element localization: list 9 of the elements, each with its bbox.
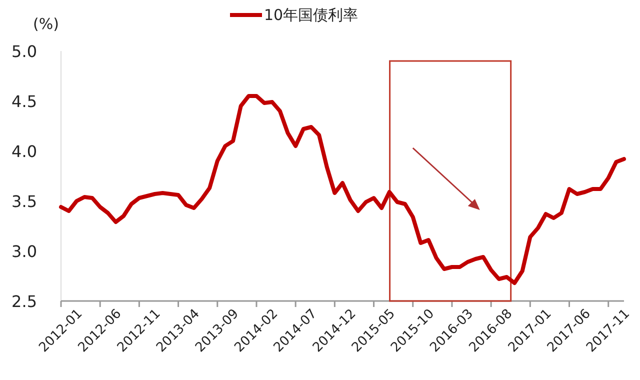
y-tick-label: 5.0 <box>12 42 37 61</box>
y-axis-title: (%) <box>33 15 59 33</box>
legend-label: 10年国债利率 <box>264 6 358 24</box>
y-tick-label: 4.0 <box>12 142 37 161</box>
y-tick-label: 3.0 <box>12 242 37 261</box>
y-tick-label: 3.5 <box>12 192 37 211</box>
y-tick-label: 2.5 <box>12 292 37 311</box>
line-series <box>59 94 626 285</box>
y-tick-label: 4.5 <box>12 92 37 111</box>
